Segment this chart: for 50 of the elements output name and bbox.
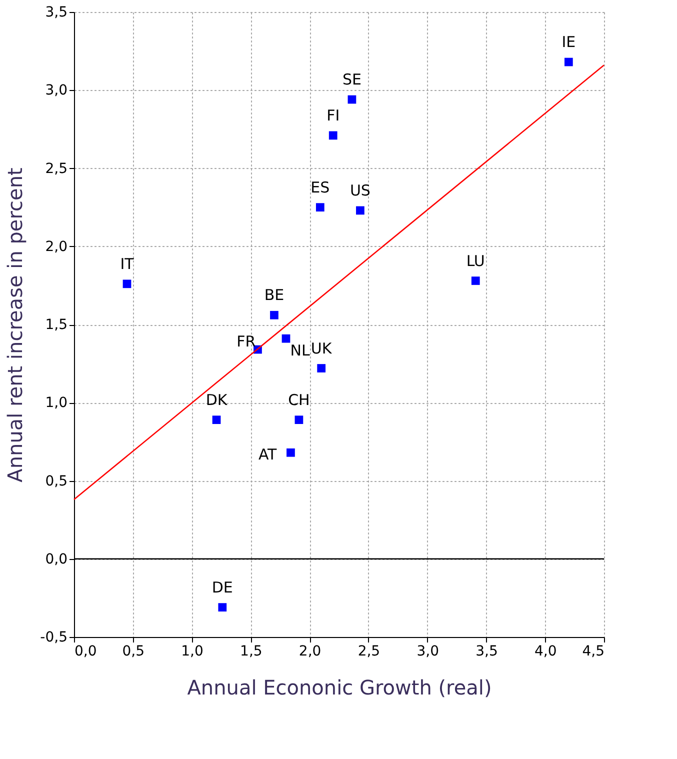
x-axis-title: Annual Econonic Growth (real) [187,676,492,700]
x-tick-label: 0,5 [122,644,145,660]
annotation: IE [562,33,576,51]
annotation: AT [258,446,278,464]
annotation: DE [212,578,233,596]
x-tick-label: 1,5 [240,644,262,660]
annotation: US [350,181,370,200]
point [294,416,304,424]
point [282,334,290,343]
y-tick-label: 3,0 [45,82,68,99]
point [270,310,278,320]
annotation: IT [120,254,135,273]
point [348,95,356,104]
x-tick-label: 3,5 [476,644,498,660]
annotation: FR [236,332,256,350]
y-tick-label: 2,0 [45,238,68,255]
annotation: ES [310,178,330,196]
annotation: LU [466,252,485,270]
y-tick-label: -0,5 [40,630,68,646]
annotation: CH [288,390,310,409]
annotation: NL [290,342,310,360]
x-tick-label: 4,5 [582,644,604,660]
point [316,203,324,212]
point [471,276,480,285]
x-tick-label: 4,0 [534,644,557,660]
x-tick-label: 2,5 [358,644,380,660]
annotation: BE [264,286,284,304]
point [317,364,326,372]
y-tick-label: 0,0 [45,551,68,568]
annotation: FI [326,106,340,124]
annotation: UK [310,339,333,358]
point [356,206,364,215]
annotation: SE [342,70,362,88]
x-tick-label: 3,0 [416,644,439,660]
y-tick-label: 0,5 [45,473,68,490]
point [564,58,573,66]
point [328,131,338,140]
y-axis-title: Annual rent increase in percent [3,168,28,482]
point [218,603,227,612]
x-tick-label: 0,0 [74,644,97,660]
y-tick-label: 1,5 [45,317,68,333]
x-tick-label: 2,0 [298,644,322,660]
y-tick-label: 2,5 [45,160,68,177]
y-tick-label: 1,0 [45,395,68,412]
x-tick-label: 1,0 [181,644,204,660]
annotation: DK [206,390,228,409]
point [212,416,221,424]
point [122,280,132,288]
point [286,448,295,457]
y-tick-label: 3,5 [45,4,68,20]
